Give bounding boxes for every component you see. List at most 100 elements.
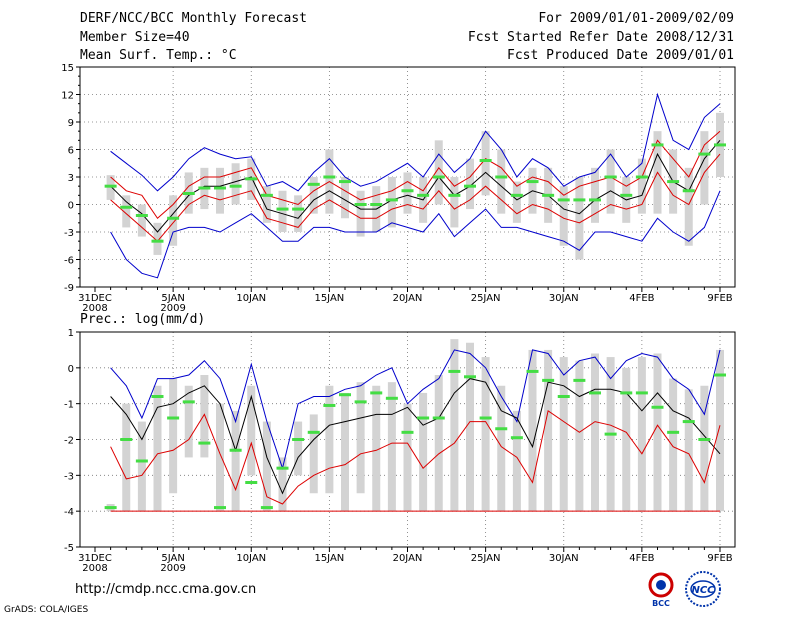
- y-tick-label: -5: [64, 543, 74, 554]
- x-tick-sublabel: 2009: [160, 303, 185, 314]
- series-line-upper-mid: [110, 130, 721, 220]
- ensemble-marker: [182, 192, 195, 195]
- spread-box: [356, 382, 365, 494]
- spread-box: [231, 163, 240, 205]
- spread-box: [559, 186, 568, 246]
- ensemble-marker: [245, 481, 258, 484]
- ensemble-marker: [354, 400, 367, 404]
- variable-label: Mean Surf. Temp.: °C: [80, 48, 237, 63]
- ensemble-marker: [323, 403, 336, 407]
- ensemble-marker: [307, 182, 320, 186]
- spread-box: [356, 190, 365, 237]
- x-tick-label: 4FEB: [629, 553, 654, 564]
- x-tick-label: 9FEB: [707, 293, 732, 304]
- ensemble-marker: [104, 506, 117, 510]
- y-tick-label: -9: [64, 283, 74, 294]
- ensemble-marker: [151, 239, 164, 243]
- spread-box: [137, 204, 146, 237]
- ensemble-marker: [432, 416, 445, 420]
- ensemble-marker: [620, 391, 633, 395]
- ensemble-marker: [120, 438, 133, 441]
- spread-box: [450, 177, 459, 228]
- ensemble-marker: [620, 193, 633, 197]
- ensemble-marker: [573, 378, 586, 382]
- spread-box: [403, 172, 412, 214]
- spread-box: [684, 389, 693, 512]
- ensemble-marker: [682, 189, 695, 193]
- spread-box: [559, 357, 568, 512]
- spread-box: [341, 392, 349, 512]
- ensemble-marker: [510, 193, 523, 197]
- spread-box: [466, 342, 474, 512]
- ensemble-marker: [651, 143, 664, 147]
- ensemble-marker: [635, 391, 648, 395]
- ensemble-marker: [464, 375, 476, 379]
- spread-box: [637, 357, 646, 512]
- ensemble-marker: [495, 175, 508, 179]
- chart-title: DERF/NCC/BCC Monthly Forecast: [80, 11, 307, 26]
- spread-box: [278, 457, 287, 512]
- spread-box: [528, 349, 537, 512]
- ensemble-marker: [604, 175, 617, 179]
- x-tick-label: 15JAN: [314, 293, 344, 304]
- ensemble-marker: [292, 207, 305, 211]
- ensemble-marker: [104, 184, 117, 188]
- ensemble-marker: [526, 369, 539, 373]
- ensemble-marker: [714, 373, 726, 377]
- ensemble-marker: [557, 395, 570, 398]
- x-tick-label: 4FEB: [629, 293, 654, 304]
- spread-box: [153, 222, 162, 255]
- ensemble-marker: [260, 193, 273, 197]
- series-line-upper: [110, 92, 721, 192]
- series-line-mean: [110, 378, 721, 495]
- spread-box: [153, 385, 162, 512]
- spread-box: [497, 385, 506, 512]
- ncc-logo-text: NCC: [691, 585, 715, 596]
- spread-box: [387, 382, 396, 512]
- y-tick-label: -6: [64, 256, 74, 267]
- x-tick-sublabel: 2008: [82, 563, 107, 574]
- x-tick-label: 9FEB: [707, 553, 732, 564]
- bcc-logo-text: BCC: [652, 599, 670, 608]
- spread-box: [137, 421, 146, 512]
- ensemble-marker: [417, 416, 430, 420]
- x-tick-label: 5JAN: [161, 293, 184, 304]
- x-tick-label: 30JAN: [549, 553, 579, 564]
- spread-box: [512, 410, 521, 512]
- spread-box: [512, 181, 521, 223]
- series-line-mean: [110, 139, 721, 233]
- ensemble-marker: [464, 184, 476, 188]
- spread-box: [637, 158, 646, 214]
- spread-box: [591, 353, 599, 512]
- ensemble-marker: [604, 432, 617, 436]
- spread-box: [403, 403, 412, 512]
- ensemble-marker: [635, 175, 648, 179]
- spread-box: [278, 190, 287, 232]
- ensemble-marker: [479, 159, 492, 162]
- website-url[interactable]: http://cmdp.ncc.cma.gov.cn: [75, 582, 257, 597]
- spread-box: [216, 167, 224, 214]
- y-tick-label: -1: [64, 400, 74, 411]
- spread-box: [262, 421, 271, 512]
- ensemble-marker: [167, 216, 180, 220]
- y-tick-label: -2: [64, 436, 74, 447]
- x-tick-label: 30JAN: [549, 293, 579, 304]
- x-tick-label: 20JAN: [393, 553, 423, 564]
- spread-box: [700, 131, 709, 205]
- ensemble-marker: [229, 184, 242, 188]
- ensemble-marker: [667, 180, 680, 184]
- ensemble-marker: [682, 420, 695, 424]
- spread-box: [309, 414, 318, 494]
- y-tick-label: 0: [68, 201, 74, 212]
- ensemble-marker: [135, 459, 148, 463]
- ensemble-marker: [573, 198, 586, 202]
- ensemble-marker: [557, 198, 570, 202]
- x-tick-label: 10JAN: [236, 293, 266, 304]
- x-tick-label: 31DEC: [78, 293, 112, 304]
- ensemble-marker: [214, 506, 226, 510]
- ensemble-marker: [167, 416, 180, 420]
- spread-box: [122, 195, 131, 228]
- start-refer-date: Fcst Started Refer Date 2008/12/31: [467, 30, 734, 45]
